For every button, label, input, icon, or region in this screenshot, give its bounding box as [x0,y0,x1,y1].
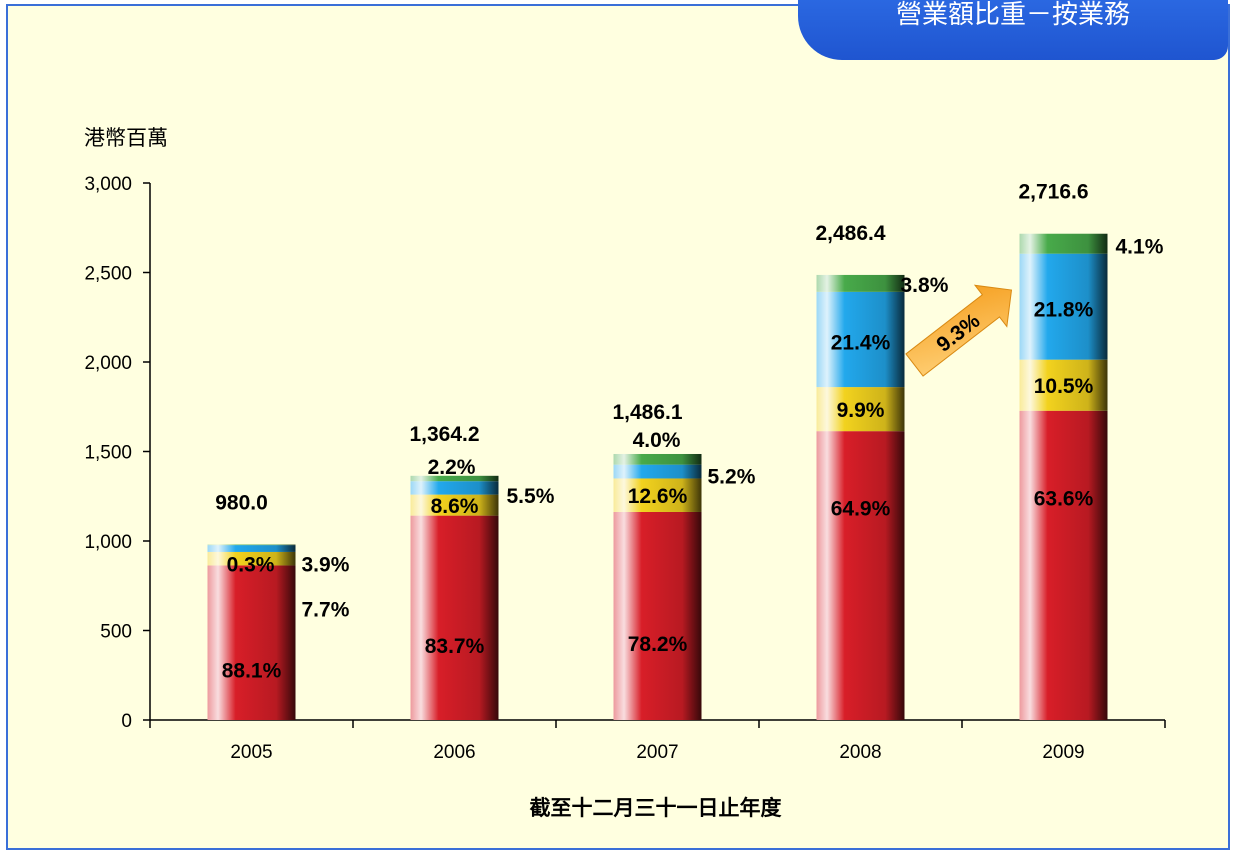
growth-arrow: 9.3% [905,284,1013,377]
bar-segment [816,274,905,292]
bar-segment [816,431,905,720]
x-tick-label: 2007 [636,742,678,763]
segment-label: 88.1% [222,660,282,683]
x-tick-label: 2005 [230,742,272,763]
y-tick-label: 1,000 [84,532,132,553]
bar-segment [410,475,499,482]
segment-label: 5.5% [507,485,555,508]
bar-total-label: 980.0 [215,492,268,515]
bar-segment [207,544,296,546]
bar-segment [1019,410,1108,720]
segment-label: 10.5% [1034,375,1094,398]
bar-total-label: 1,486.1 [612,401,682,424]
segment-label: 21.4% [831,331,891,354]
segment-label: 4.1% [1116,236,1164,259]
x-axis-title: 截至十二月三十一日止年度 [530,796,782,820]
y-tick-label: 2,000 [84,353,132,374]
bar-total-label: 1,364.2 [409,423,479,446]
segment-label: 7.7% [302,599,350,622]
bar-total-label: 2,716.6 [1018,181,1088,204]
y-tick-label: 1,500 [84,443,132,464]
segment-label: 2.2% [428,456,476,479]
bar-segment [1019,359,1108,411]
bar-segment [410,494,499,516]
bar-segment [816,387,905,432]
bar-segment [613,453,702,465]
x-tick-label: 2006 [433,742,475,763]
segment-label: 83.7% [425,635,485,658]
bar-segment [410,481,499,495]
y-tick-label: 500 [100,622,132,643]
segment-label: 64.9% [831,498,891,521]
segment-label: 3.8% [901,274,949,297]
y-unit-label: 港幣百萬 [84,126,168,150]
y-tick-label: 0 [121,711,132,732]
segment-label: 78.2% [628,633,688,656]
bar-segment [207,565,296,720]
arrow-shape [905,284,1013,377]
chart-title: 營業額比重－按業務 [798,0,1228,60]
bar-segment [816,291,905,388]
bar-segment [613,511,702,720]
segment-label: 5.2% [708,466,756,489]
bar-segment [613,464,702,479]
segment-label: 21.8% [1034,299,1094,322]
x-tick-label: 2008 [839,742,881,763]
bar-segment [207,551,296,566]
bar-total-label: 2,486.4 [815,222,885,245]
segment-label: 3.9% [302,554,350,577]
y-tick-label: 2,500 [84,264,132,285]
bar-segment [613,478,702,512]
segment-label: 12.6% [628,485,688,508]
segment-label: 0.3% [227,554,275,577]
bar-segment [1019,253,1108,360]
segment-label: 9.9% [837,399,885,422]
x-tick-label: 2009 [1042,742,1084,763]
y-tick-label: 3,000 [84,174,132,195]
segment-label: 63.6% [1034,487,1094,510]
segment-label: 8.6% [431,495,479,518]
bar-segment [410,515,499,720]
bar-segment [207,545,296,552]
segment-label: 4.0% [633,429,681,452]
bar-segment [1019,233,1108,254]
